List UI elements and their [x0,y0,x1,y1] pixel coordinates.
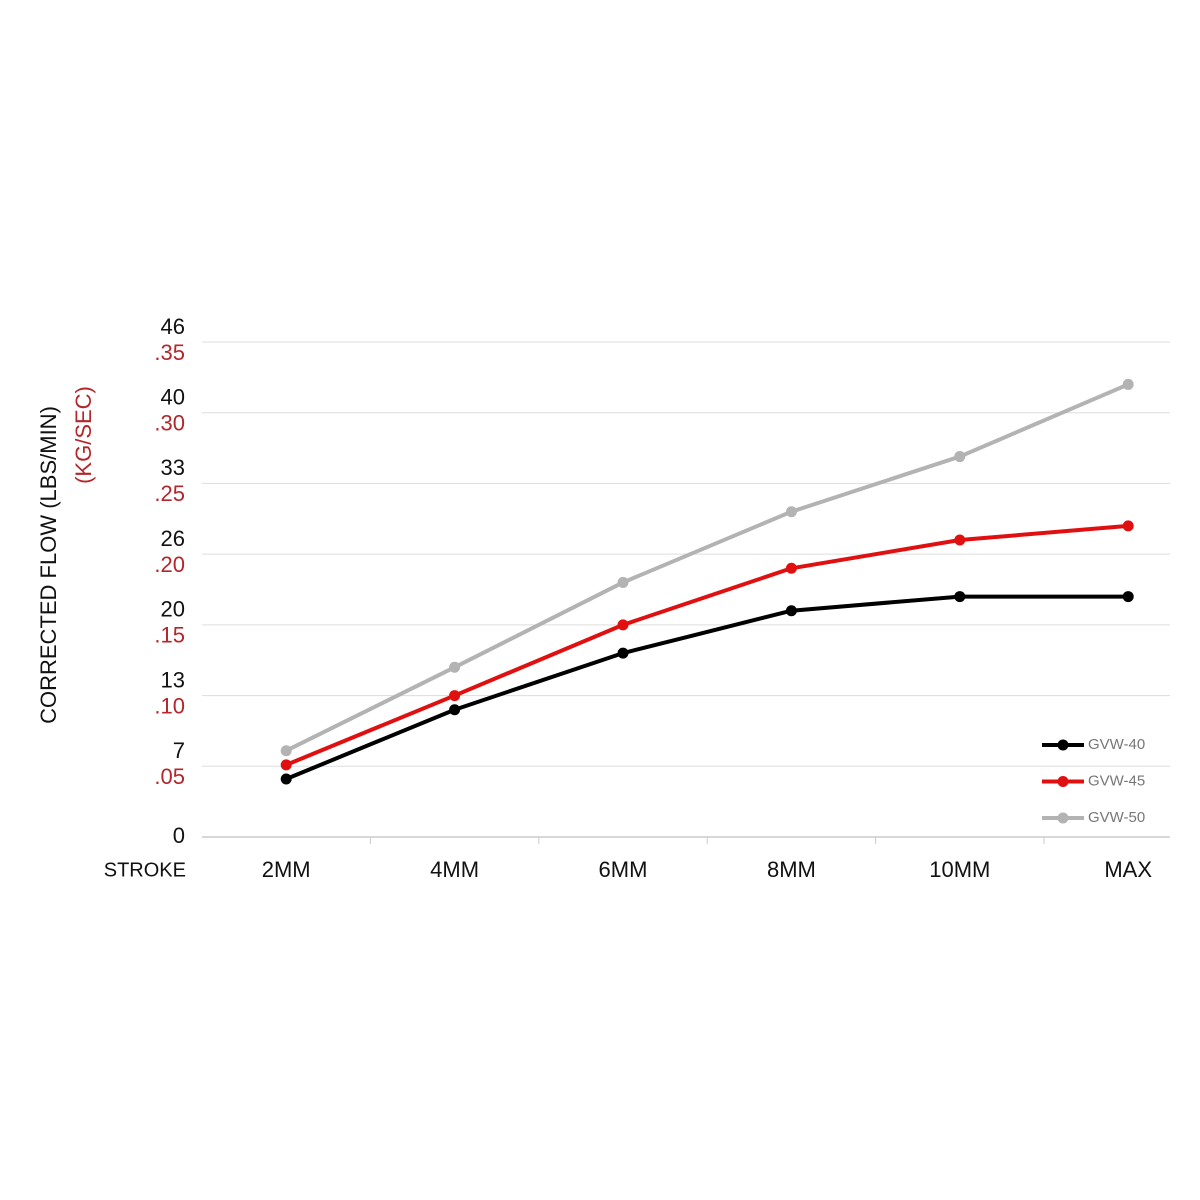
data-point [449,704,461,716]
y-tick-label: 7 [173,738,185,763]
y-tick-label: 0 [173,823,185,848]
y-tick-label-secondary: .35 [154,340,185,365]
x-tick-label: MAX [1104,857,1152,882]
legend-label: GVW-50 [1088,809,1145,826]
legend-marker [1057,776,1069,787]
series-line [285,594,1129,781]
data-point [449,661,461,673]
data-point [617,619,629,631]
y-tick-label-secondary: .25 [154,481,185,506]
data-point [617,576,629,588]
x-tick-label: 4MM [430,857,479,882]
data-point [785,605,797,617]
series-line [285,523,1129,767]
x-tick-label: 2MM [262,857,311,882]
x-tick-label: 10MM [929,857,990,882]
data-point [954,534,966,546]
data-point [1122,378,1134,390]
y-tick-label-secondary: .20 [154,552,185,577]
y-tick-label: 40 [161,385,185,410]
series-line [285,382,1129,753]
data-point [954,451,966,463]
y-tick-label-secondary: .10 [154,693,185,718]
y-tick-label-secondary: .30 [154,411,185,436]
legend-marker [1057,739,1069,751]
data-point [449,690,461,702]
y-tick-label: 46 [161,314,185,339]
data-point [617,647,629,659]
legend-label: GVW-45 [1088,772,1145,789]
data-point [1122,520,1134,532]
data-point [954,591,966,603]
x-tick-label: 8MM [767,857,816,882]
y-tick-label: 33 [161,455,185,480]
data-point [1122,591,1134,603]
data-point [280,759,292,771]
y-tick-label: 20 [161,597,185,622]
y-tick-label-secondary: .15 [154,623,185,648]
data-point [785,506,797,518]
y-tick-label-secondary: .05 [154,764,185,789]
y-axis-label: CORRECTED FLOW (LBS/MIN) [36,406,61,724]
legend-marker [1057,812,1069,824]
data-point [280,745,292,757]
x-axis-label: STROKE [104,859,186,881]
y-tick-label: 26 [161,526,185,551]
y-tick-label: 13 [161,667,185,692]
data-point [785,562,797,574]
data-point [280,773,292,785]
y-axis-label-secondary: (KG/SEC) [71,386,96,484]
x-tick-label: 6MM [599,857,648,882]
legend-label: GVW-40 [1088,736,1145,753]
